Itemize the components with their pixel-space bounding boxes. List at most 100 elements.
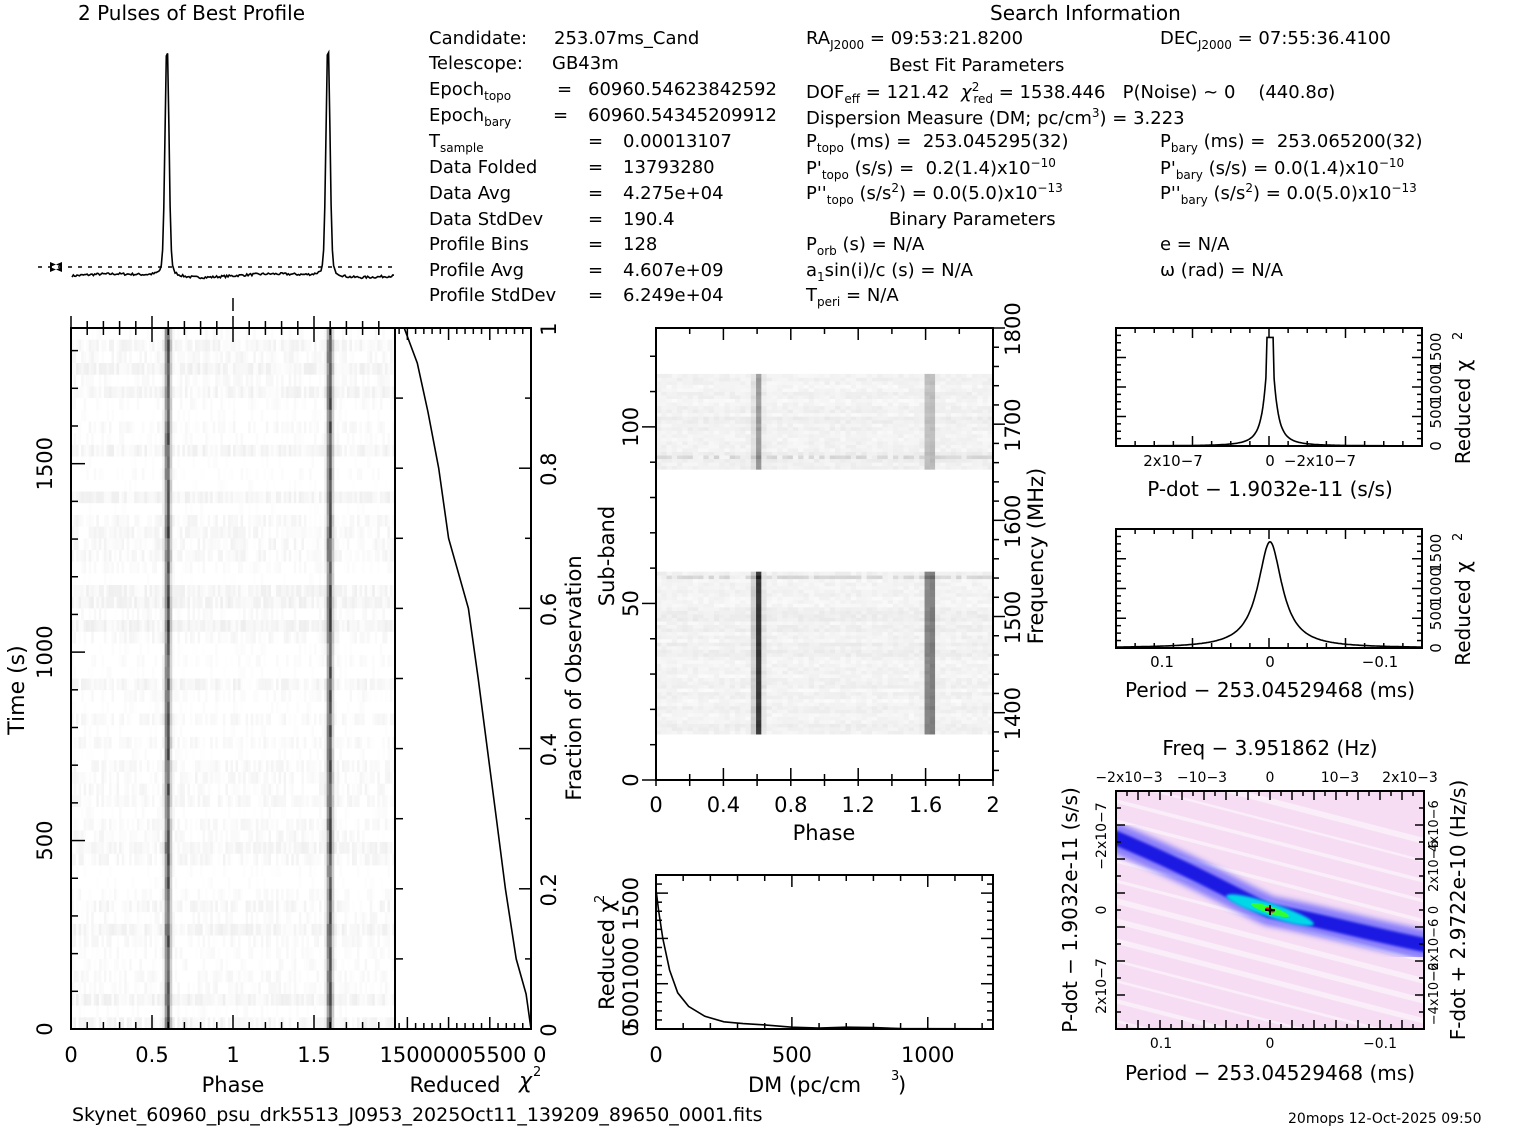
heat-cell — [296, 409, 300, 422]
heat-cell — [281, 479, 285, 492]
heat-cell — [131, 713, 135, 726]
heat-cell — [169, 771, 173, 785]
heat-cell — [336, 409, 340, 422]
heat-cell — [96, 643, 100, 656]
heat-cell — [311, 374, 315, 387]
heat-cell — [83, 620, 87, 633]
heat-cell — [177, 526, 181, 539]
heat-cell — [319, 409, 322, 422]
heat-cell — [167, 655, 171, 668]
heat-cell — [152, 771, 155, 785]
heat-cell — [331, 643, 335, 656]
heat-cell — [157, 585, 160, 598]
heat-cell — [139, 398, 143, 411]
heat-cell — [296, 713, 300, 726]
heat-cell — [91, 573, 95, 586]
heat-cell — [268, 351, 272, 364]
heat-cell — [192, 760, 196, 773]
heat-cell — [222, 585, 226, 598]
heat-cell — [108, 363, 112, 376]
heat-cell — [291, 409, 295, 422]
heat-cell — [311, 328, 315, 341]
heat-cell — [187, 444, 191, 457]
heat-cell — [293, 468, 297, 481]
heat-cell — [321, 549, 325, 563]
heat-cell — [276, 526, 279, 539]
heat-cell — [192, 585, 196, 598]
heat-cell — [276, 363, 279, 376]
heat-cell — [144, 526, 148, 539]
heat-cell — [103, 620, 107, 633]
heat-cell — [121, 596, 125, 609]
heat-cell — [222, 339, 226, 352]
heat-cell — [248, 503, 252, 516]
heat-cell — [225, 620, 229, 633]
heat-cell — [329, 666, 333, 679]
heat-cell — [141, 760, 145, 773]
heat-cell — [73, 526, 77, 539]
heat-cell — [233, 444, 236, 457]
heat-cell — [217, 585, 221, 598]
heat-cell — [278, 666, 282, 679]
heat-cell — [124, 549, 128, 563]
heat-cell — [189, 585, 193, 598]
heat-cell — [124, 514, 128, 528]
heat-cell — [298, 328, 302, 341]
heat-cell — [71, 771, 74, 785]
heat-cell — [192, 666, 196, 679]
heat-cell — [131, 351, 135, 364]
heat-cell — [329, 713, 333, 726]
heat-cell — [179, 398, 183, 411]
heat-cell — [344, 690, 348, 703]
heat-cell — [119, 655, 123, 668]
heat-cell — [189, 666, 193, 679]
heat-cell — [78, 608, 82, 621]
heat-cell — [233, 760, 236, 773]
heat-cell — [114, 456, 117, 469]
heat-cell — [227, 643, 231, 656]
heat-cell — [146, 561, 150, 574]
heat-cell — [197, 760, 201, 773]
heat-cell — [387, 514, 391, 528]
heat-cell — [162, 386, 166, 399]
heat-cell — [177, 631, 181, 644]
heat-cell — [260, 725, 264, 738]
heat-cell — [225, 538, 229, 551]
heat-cell — [78, 491, 82, 504]
heat-cell — [248, 655, 252, 668]
heat-cell — [154, 608, 158, 621]
heat-cell — [144, 386, 148, 399]
heat-cell — [230, 573, 234, 586]
heat-cell — [136, 585, 140, 598]
heat-cell — [377, 538, 381, 551]
heat-cell — [86, 585, 90, 598]
heat-cell — [93, 608, 97, 621]
heat-cell — [298, 701, 302, 714]
heat-cell — [136, 631, 140, 644]
heat-cell — [245, 398, 249, 411]
heat-cell — [351, 374, 355, 387]
heat-cell — [377, 398, 381, 411]
heat-cell — [306, 585, 310, 598]
heat-cell — [301, 701, 305, 714]
heat-cell — [255, 678, 259, 691]
heat-cell — [268, 620, 272, 633]
heat-cell — [146, 409, 150, 422]
heat-cell — [187, 398, 191, 411]
heat-cell — [369, 643, 373, 656]
heat-cell — [336, 620, 340, 633]
heat-cell — [331, 585, 335, 598]
heat-cell — [200, 456, 204, 469]
heat-cell — [212, 596, 216, 609]
heat-cell — [308, 608, 312, 621]
heat-cell — [382, 655, 386, 668]
heat-cell — [369, 736, 373, 749]
heat-cell — [93, 491, 97, 504]
heat-cell — [258, 725, 262, 738]
heat-cell — [81, 573, 85, 586]
heat-cell — [329, 374, 333, 387]
heat-cell — [364, 561, 368, 574]
heat-cell — [177, 690, 181, 703]
heat-cell — [71, 538, 74, 551]
heat-cell — [331, 620, 335, 633]
